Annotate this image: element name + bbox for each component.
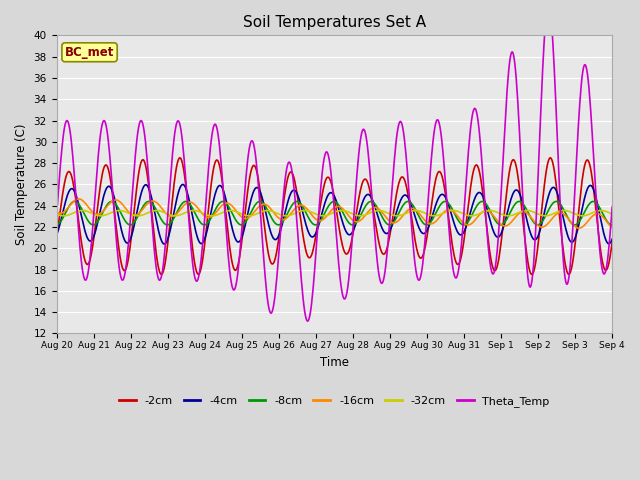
X-axis label: Time: Time <box>320 356 349 369</box>
-2cm <box>418 254 426 260</box>
-32cm <box>63 213 70 218</box>
-8cm <box>205 217 213 223</box>
-2cm <box>547 155 554 161</box>
-2cm <box>528 272 536 277</box>
-4cm <box>63 195 70 201</box>
-16cm <box>403 208 410 214</box>
Theta_Temp <box>177 123 184 129</box>
-8cm <box>63 208 70 214</box>
-4cm <box>177 183 185 189</box>
Legend: -2cm, -4cm, -8cm, -16cm, -32cm, Theta_Temp: -2cm, -4cm, -8cm, -16cm, -32cm, Theta_Te… <box>115 392 554 411</box>
-8cm <box>609 222 616 228</box>
-4cm <box>420 231 428 237</box>
-16cm <box>121 204 129 210</box>
-16cm <box>75 196 83 202</box>
Theta_Temp <box>304 318 312 324</box>
-16cm <box>52 209 60 215</box>
-32cm <box>120 208 127 214</box>
-8cm <box>420 221 428 227</box>
Theta_Temp <box>52 213 60 219</box>
-4cm <box>179 181 186 187</box>
Theta_Temp <box>120 276 127 281</box>
-32cm <box>282 213 290 219</box>
-32cm <box>205 213 213 218</box>
-4cm <box>52 232 60 238</box>
-32cm <box>404 210 412 216</box>
-32cm <box>264 208 271 214</box>
Line: -32cm: -32cm <box>56 211 612 216</box>
-2cm <box>120 267 127 273</box>
-2cm <box>205 195 213 201</box>
-8cm <box>52 222 60 228</box>
-32cm <box>177 212 184 218</box>
Line: -4cm: -4cm <box>56 184 612 244</box>
-16cm <box>575 225 583 231</box>
Y-axis label: Soil Temperature (C): Soil Temperature (C) <box>15 124 28 245</box>
-2cm <box>63 172 70 178</box>
Line: -16cm: -16cm <box>56 199 612 228</box>
Line: Theta_Temp: Theta_Temp <box>56 4 612 321</box>
-16cm <box>419 215 427 221</box>
-32cm <box>420 210 428 216</box>
-16cm <box>63 207 70 213</box>
Theta_Temp <box>403 159 410 165</box>
-8cm <box>312 222 319 228</box>
-8cm <box>177 204 184 209</box>
-4cm <box>160 241 168 247</box>
Theta_Temp <box>205 154 213 159</box>
Line: -2cm: -2cm <box>56 158 612 275</box>
-32cm <box>609 211 616 217</box>
Text: BC_met: BC_met <box>65 46 114 59</box>
Theta_Temp <box>63 118 70 123</box>
-8cm <box>120 216 127 221</box>
-4cm <box>120 235 127 241</box>
-2cm <box>177 155 184 161</box>
-16cm <box>609 225 616 230</box>
-2cm <box>609 239 616 245</box>
Theta_Temp <box>609 204 616 210</box>
-32cm <box>52 211 60 217</box>
-4cm <box>207 209 215 215</box>
-8cm <box>293 199 301 204</box>
-4cm <box>404 193 412 199</box>
Title: Soil Temperatures Set A: Soil Temperatures Set A <box>243 15 426 30</box>
-8cm <box>404 199 412 204</box>
-2cm <box>402 181 410 187</box>
Theta_Temp <box>545 1 553 7</box>
-16cm <box>207 214 214 220</box>
Theta_Temp <box>419 260 427 266</box>
-16cm <box>177 206 185 212</box>
-2cm <box>52 234 60 240</box>
Line: -8cm: -8cm <box>56 202 612 225</box>
-4cm <box>609 236 616 242</box>
